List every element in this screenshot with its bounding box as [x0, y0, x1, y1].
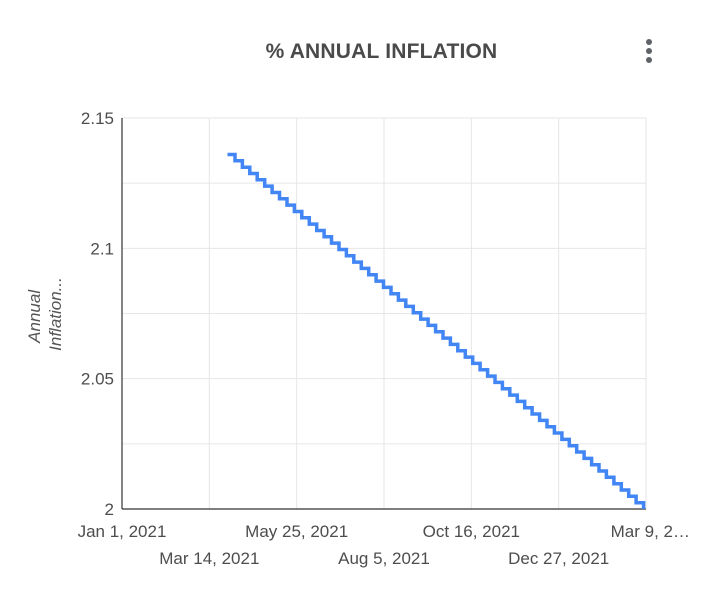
y-tick-label: 2 [105, 500, 114, 519]
y-axis-label-line-2: Inflation... [46, 277, 65, 351]
x-tick-label: Mar 14, 2021 [159, 549, 259, 568]
series-line [227, 152, 646, 509]
x-axis-ticks: Jan 1, 2021 Mar 14, 2021 May 25, 2021 Aug 5… [78, 522, 690, 568]
more-vert-icon[interactable] [640, 36, 660, 68]
y-tick-label: 2.05 [81, 370, 114, 389]
y-axis-label-line-1: Annual [25, 289, 44, 344]
y-tick-label: 2.1 [90, 239, 114, 258]
axes [121, 118, 646, 510]
y-axis-ticks: 2 2.05 2.1 2.15 [81, 109, 114, 519]
grid-lines [122, 117, 647, 509]
x-tick-label: Mar 9, 2… [611, 522, 690, 541]
x-tick-label: Dec 27, 2021 [508, 549, 609, 568]
x-tick-label: May 25, 2021 [245, 522, 348, 541]
x-tick-label: Jan 1, 2021 [78, 522, 167, 541]
y-axis-label: Annual Inflation... [25, 277, 65, 351]
y-tick-label: 2.15 [81, 109, 114, 128]
x-tick-label: Aug 5, 2021 [338, 549, 430, 568]
chart-title: % ANNUAL INFLATION [265, 40, 498, 63]
x-tick-label: Oct 16, 2021 [423, 522, 520, 541]
